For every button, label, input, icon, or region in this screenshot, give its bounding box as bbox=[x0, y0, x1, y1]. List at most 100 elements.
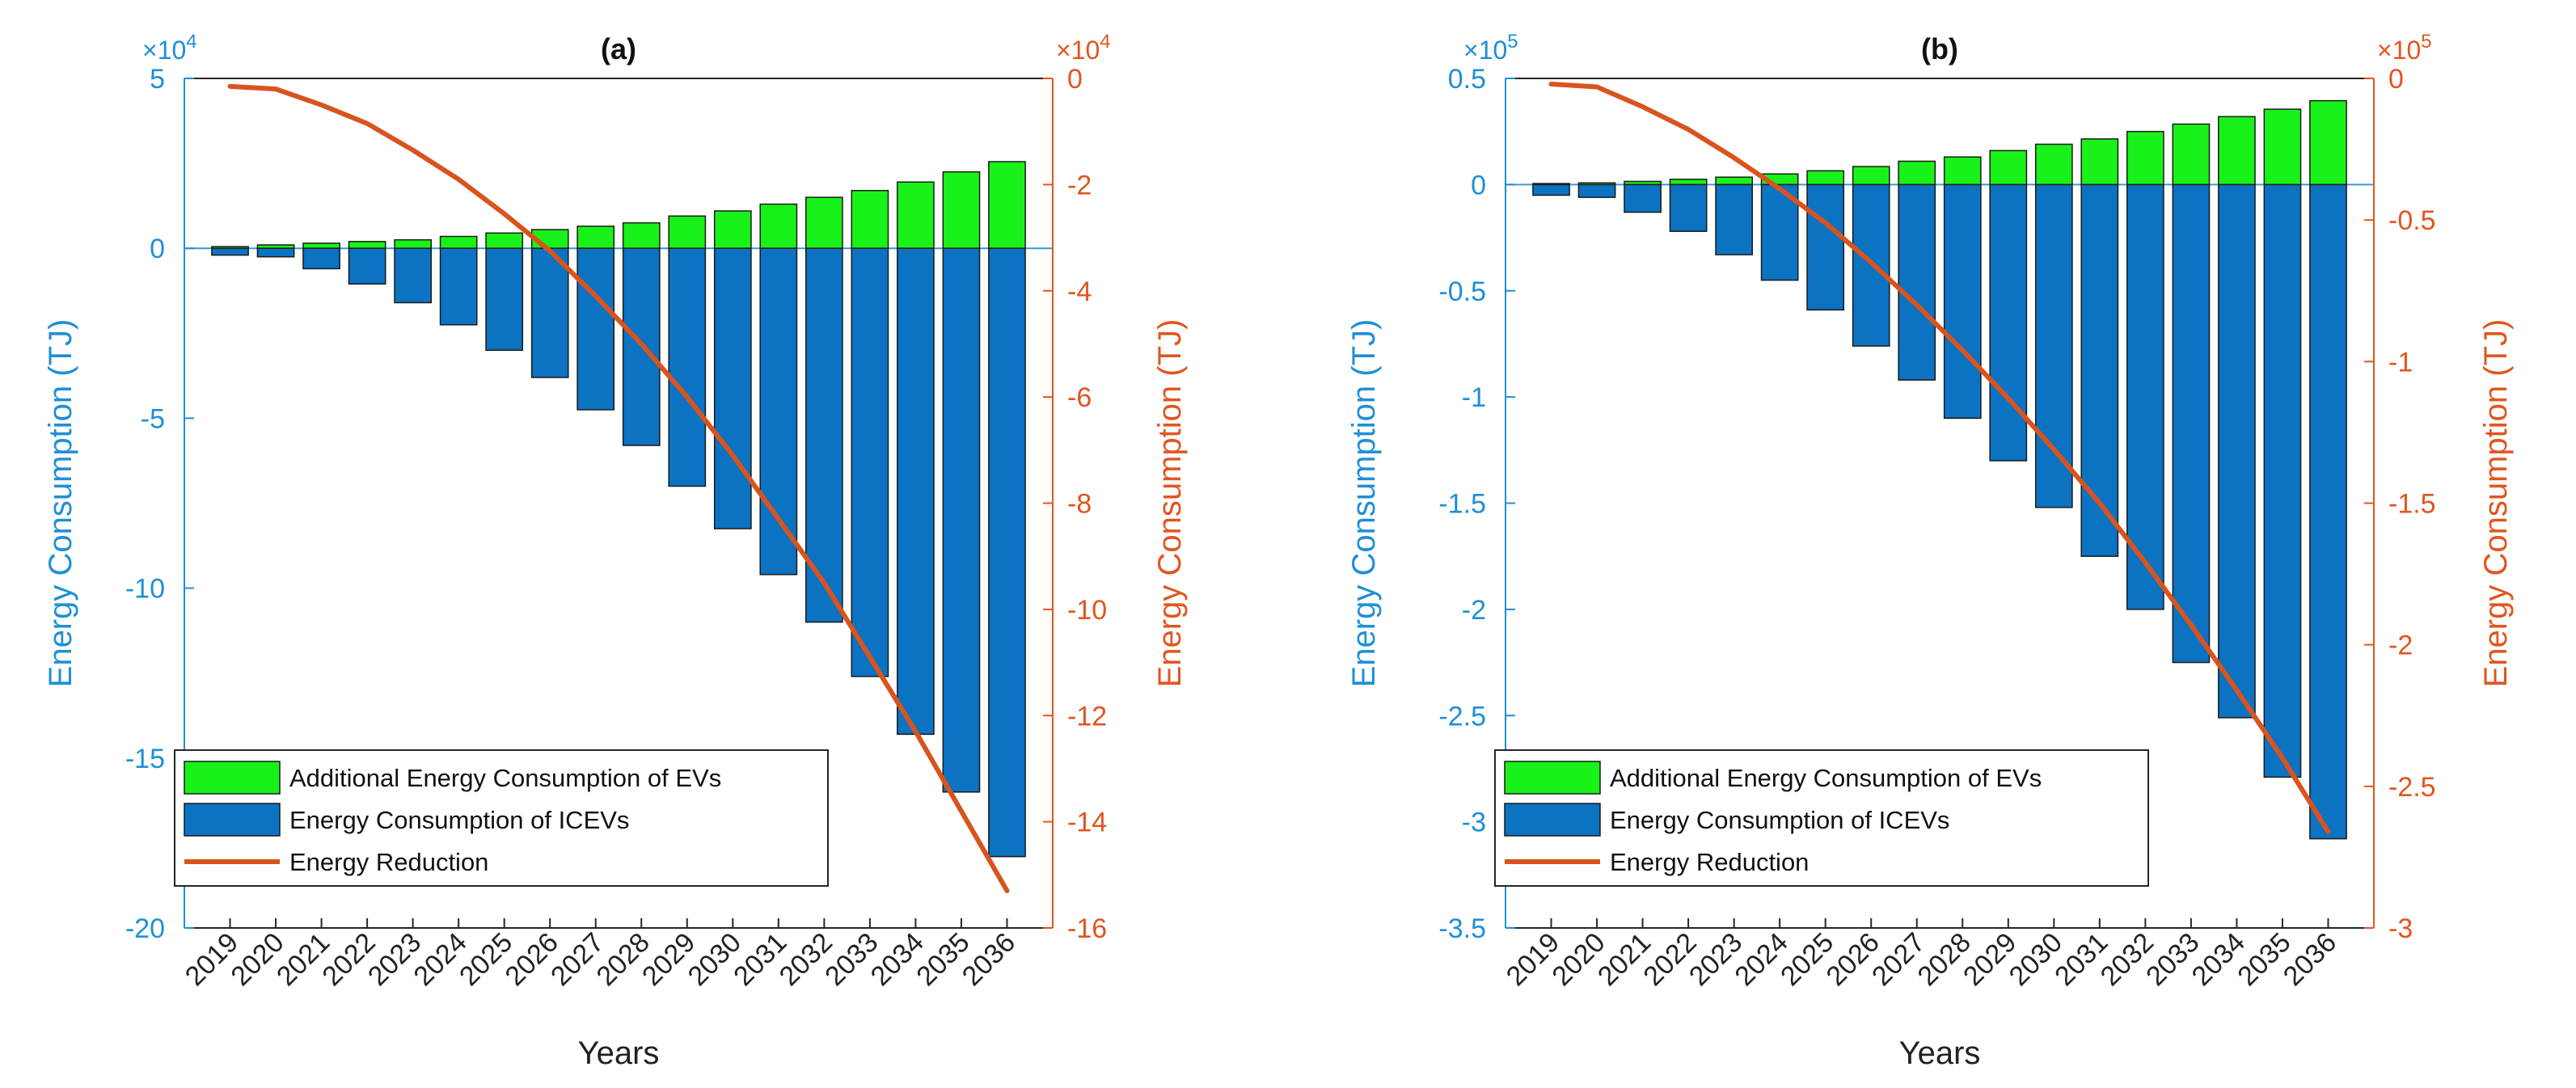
icev-bar bbox=[530, 247, 569, 378]
x-tick-label: 2023 bbox=[362, 927, 427, 992]
icev-bar bbox=[1898, 183, 1936, 381]
legend-ev-label: Additional Energy Consumption of EVs bbox=[289, 764, 721, 792]
icev-bar bbox=[1669, 183, 1708, 232]
ev-bar bbox=[897, 181, 935, 249]
left-tick-label: 0 bbox=[150, 234, 165, 264]
x-tick-label: 2023 bbox=[1683, 927, 1748, 992]
legend-icev-label: Energy Consumption of ICEVs bbox=[289, 806, 629, 834]
icev-bar bbox=[942, 247, 981, 793]
right-tick-label: -2 bbox=[2388, 630, 2413, 661]
right-axis-multiplier: ×105 bbox=[2377, 31, 2432, 65]
x-tick-label: 2035 bbox=[910, 927, 975, 992]
ev-bar bbox=[439, 235, 478, 249]
ev-bar bbox=[622, 221, 661, 249]
chart-title: (b) bbox=[1921, 32, 1958, 65]
ev-bar bbox=[759, 203, 798, 249]
ev-bar bbox=[668, 215, 707, 249]
x-axis-label: Years bbox=[1899, 1035, 1981, 1071]
left-multiplier-exponent: 5 bbox=[1507, 31, 1518, 53]
x-tick-label: 2026 bbox=[1821, 927, 1886, 992]
x-tick-label: 2035 bbox=[2232, 927, 2296, 992]
legend-reduction-label: Energy Reduction bbox=[289, 848, 488, 876]
chart-a: 50-5-10-15-20×1040-2-4-6-8-10-12-14-16×1… bbox=[43, 31, 1188, 1071]
icev-bar bbox=[1532, 183, 1570, 196]
icev-bar bbox=[2218, 183, 2256, 719]
legend-box bbox=[1494, 749, 2149, 887]
ev-bar bbox=[2218, 116, 2256, 186]
x-tick-label: 2026 bbox=[500, 927, 564, 992]
x-tick-label: 2036 bbox=[956, 927, 1021, 992]
right-tick-label: -1 bbox=[2388, 347, 2413, 377]
icev-bar bbox=[897, 247, 935, 736]
legend-icev-label: Energy Consumption of ICEVs bbox=[1610, 806, 1949, 834]
left-tick-label: 5 bbox=[150, 64, 165, 95]
ev-bar bbox=[713, 210, 752, 249]
icev-bar bbox=[1943, 183, 1982, 420]
x-tick-label: 2028 bbox=[591, 927, 656, 992]
x-tick-label: 2030 bbox=[682, 927, 747, 992]
x-tick-label: 2031 bbox=[728, 927, 792, 992]
left-tick-label: -1.5 bbox=[1438, 489, 1486, 520]
icev-bar bbox=[439, 247, 478, 326]
icev-bar bbox=[2309, 183, 2347, 840]
left-tick-label: -20 bbox=[125, 913, 165, 944]
x-tick-label: 2022 bbox=[316, 927, 381, 992]
right-tick-label: 0 bbox=[1067, 64, 1083, 95]
icev-bar bbox=[348, 247, 386, 285]
ev-bar bbox=[988, 161, 1026, 249]
right-tick-label: -16 bbox=[1067, 913, 1107, 944]
icev-bar bbox=[2172, 183, 2211, 664]
icev-bar bbox=[1806, 183, 1845, 311]
legend-box bbox=[174, 749, 829, 887]
x-tick-label: 2032 bbox=[774, 927, 838, 992]
icev-bar bbox=[211, 247, 249, 256]
right-tick-label: -12 bbox=[1067, 701, 1107, 732]
ev-bar bbox=[2309, 99, 2347, 186]
x-tick-label: 2021 bbox=[271, 927, 336, 992]
energy-reduction-line bbox=[1548, 82, 2331, 834]
x-tick-label: 2033 bbox=[819, 927, 884, 992]
x-tick-label: 2019 bbox=[1501, 927, 1565, 992]
ev-bar bbox=[2172, 123, 2211, 186]
right-axis-multiplier: ×104 bbox=[1056, 31, 1111, 65]
ev-bar bbox=[1852, 166, 1890, 186]
icev-bar bbox=[1989, 183, 2028, 462]
left-axis-multiplier: ×104 bbox=[142, 31, 197, 65]
x-tick-label: 2025 bbox=[454, 927, 518, 992]
x-tick-label: 2031 bbox=[2049, 927, 2114, 992]
legend-reduction-label: Energy Reduction bbox=[1610, 848, 1809, 876]
right-multiplier-base: ×10 bbox=[1056, 36, 1100, 65]
x-tick-label: 2027 bbox=[1866, 927, 1931, 992]
ev-bar bbox=[2080, 138, 2119, 186]
ev-bar bbox=[851, 189, 889, 249]
left-tick-label: 0 bbox=[1471, 170, 1486, 200]
icev-bar bbox=[485, 247, 524, 352]
x-tick-label: 2034 bbox=[2186, 927, 2251, 992]
icev-bar bbox=[1624, 183, 1662, 213]
x-tick-label: 2030 bbox=[2004, 927, 2068, 992]
x-tick-label: 2027 bbox=[545, 927, 610, 992]
ev-bar bbox=[394, 238, 432, 249]
x-tick-label: 2022 bbox=[1637, 927, 1702, 992]
legend-ev-label: Additional Energy Consumption of EVs bbox=[1610, 764, 2042, 792]
left-tick-label: -5 bbox=[141, 403, 165, 434]
energy-reduction-line bbox=[227, 83, 1010, 894]
left-axis-multiplier: ×105 bbox=[1463, 31, 1518, 65]
x-axis-label: Years bbox=[578, 1035, 660, 1071]
icev-bar bbox=[1715, 183, 1753, 255]
right-tick-label: 0 bbox=[2388, 64, 2404, 95]
icev-bar bbox=[2080, 183, 2119, 557]
right-tick-label: -4 bbox=[1067, 276, 1092, 307]
right-tick-label: -1.5 bbox=[2388, 489, 2436, 520]
x-tick-label: 2029 bbox=[1957, 927, 2022, 992]
legend: Additional Energy Consumption of EVs Ener… bbox=[1494, 749, 2149, 887]
right-multiplier-base: ×10 bbox=[2377, 36, 2421, 65]
chart-b: 0.50-0.5-1-1.5-2-2.5-3-3.5×1050-0.5-1-1.… bbox=[1346, 31, 2514, 1071]
chart-title: (a) bbox=[601, 32, 636, 65]
icev-bar bbox=[851, 247, 889, 677]
ev-bar bbox=[2126, 130, 2164, 186]
legend-icev-swatch bbox=[1504, 803, 1601, 837]
x-tick-label: 2029 bbox=[636, 927, 701, 992]
x-tick-label: 2025 bbox=[1775, 927, 1839, 992]
